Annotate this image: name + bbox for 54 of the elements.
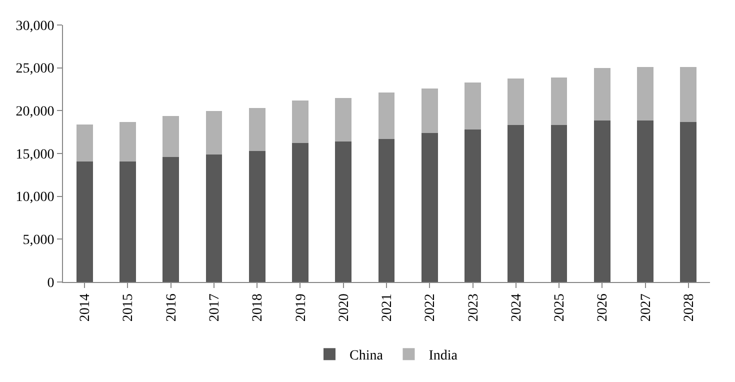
bar — [508, 78, 524, 126]
bar — [594, 120, 610, 282]
bar — [421, 132, 438, 282]
bar — [120, 162, 136, 282]
x-tick-label: 2023 — [466, 294, 482, 322]
x-tick-label: 2020 — [336, 294, 352, 322]
bar — [206, 111, 222, 154]
bar — [76, 162, 93, 282]
x-tick-label: 2021 — [380, 294, 396, 322]
bar — [248, 150, 266, 282]
y-tick-label: 30,000 — [16, 18, 54, 34]
bar — [335, 98, 352, 142]
bar — [378, 92, 395, 139]
x-tick-label: 2014 — [78, 294, 94, 322]
y-tick-label: 15,000 — [16, 147, 54, 162]
x-tick-label: 2019 — [294, 294, 309, 322]
bar — [680, 122, 697, 282]
bar — [464, 130, 481, 282]
y-tick-label: 10,000 — [16, 190, 54, 206]
x-tick-label: 2015 — [121, 294, 136, 322]
bar — [335, 142, 352, 282]
x-tick-label: 2028 — [682, 294, 697, 322]
bar — [292, 143, 308, 282]
bar — [120, 122, 136, 162]
x-tick-label: 2027 — [638, 294, 654, 322]
bar — [206, 154, 222, 282]
y-tick-label: 5,000 — [22, 233, 54, 248]
x-tick-label: 2016 — [164, 294, 180, 322]
legend-label: China — [350, 348, 384, 364]
x-tick-label: 2024 — [509, 294, 524, 322]
bar — [248, 108, 266, 151]
x-tick-label: 2026 — [596, 294, 611, 322]
bar — [550, 77, 568, 126]
x-tick-label: 2018 — [250, 294, 266, 322]
x-tick-label: 2025 — [552, 294, 568, 322]
bar — [594, 68, 610, 121]
bar — [637, 120, 654, 282]
bar — [162, 156, 180, 282]
bar — [162, 116, 180, 157]
x-tick-label: 2022 — [423, 294, 438, 322]
bar — [292, 100, 308, 144]
bar — [421, 88, 438, 133]
bar — [680, 66, 697, 122]
x-tick-label: 2017 — [208, 294, 223, 322]
bar — [637, 66, 654, 121]
legend-label: India — [428, 348, 458, 364]
y-tick-label: 0 — [47, 276, 54, 291]
bar — [378, 138, 395, 282]
bar — [464, 82, 481, 130]
y-tick-label: 20,000 — [16, 104, 54, 120]
bar — [76, 124, 93, 162]
bar — [508, 125, 524, 282]
y-tick-label: 25,000 — [16, 62, 54, 77]
bar — [550, 125, 568, 282]
